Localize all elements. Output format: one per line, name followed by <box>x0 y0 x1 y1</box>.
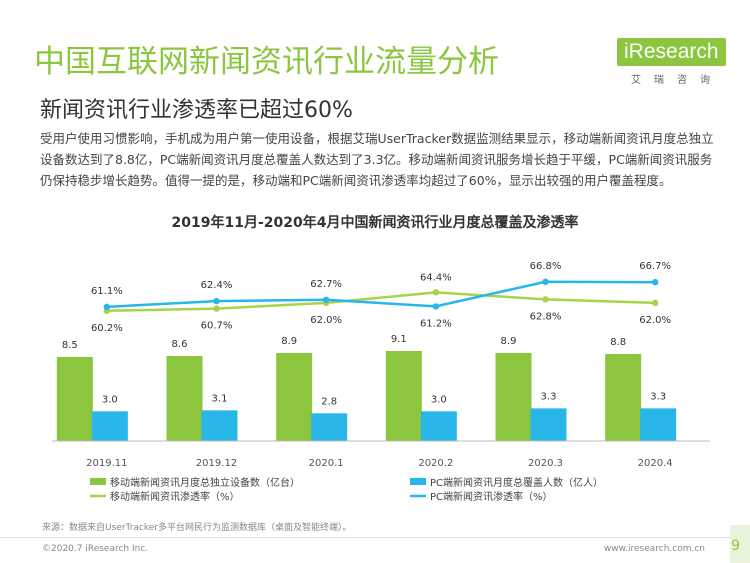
bar-label-mobile-1: 8.6 <box>172 339 188 350</box>
bar-mobile-1 <box>166 355 203 441</box>
bar-pc-0 <box>91 411 128 441</box>
line-pc-penetration <box>106 280 656 309</box>
point-pc-3 <box>432 303 440 310</box>
logo-text: iResearch <box>617 38 726 66</box>
bar-label-pc-4: 3.3 <box>541 391 557 402</box>
bar-label-mobile-2: 8.9 <box>281 336 297 347</box>
point-label-pc-0: 61.1% <box>91 286 123 297</box>
bar-label-mobile-4: 8.9 <box>501 336 517 347</box>
copyright: ©2020.7 iResearch Inc. <box>42 544 149 554</box>
x-tick-label-5: 2020.4 <box>638 458 673 469</box>
bar-pc-4 <box>530 408 567 441</box>
point-label-pc-3: 61.2% <box>420 318 452 329</box>
point-mobile-3 <box>432 289 440 296</box>
bar-pc-2 <box>311 413 348 441</box>
point-label-mobile-1: 60.7% <box>201 321 233 332</box>
bar-label-mobile-5: 8.8 <box>610 337 626 348</box>
point-label-pc-2: 62.7% <box>310 279 342 290</box>
description-paragraph: 受用户使用习惯影响，手机成为用户第一使用设备，根据艾瑞UserTracker数据… <box>40 131 714 188</box>
point-label-pc-4: 66.8% <box>530 261 562 272</box>
page-number: 9 <box>731 538 740 554</box>
point-mobile-4 <box>542 296 549 303</box>
corner-decoration <box>730 525 750 563</box>
iresearch-logo: iResearch 艾瑞咨询 <box>617 38 726 88</box>
point-mobile-1 <box>213 305 220 312</box>
point-label-mobile-5: 62.0% <box>639 315 671 326</box>
bar-label-pc-2: 2.8 <box>321 396 337 407</box>
bar-mobile-0 <box>56 356 93 441</box>
legend-label-3: PC端新闻资讯渗透率（%） <box>430 490 553 503</box>
combo-chart: 8.5 8.6 8.9 9.1 8.9 8.8 3.0 3.1 2.8 3.0 3.3 3.3 2019… <box>52 261 710 503</box>
point-label-mobile-3: 64.4% <box>420 272 452 283</box>
source-note: 来源：数据来自UserTracker多平台网民行为监测数据库（桌面及智能终端）。 <box>42 523 352 533</box>
line-mobile-penetration <box>106 291 656 313</box>
point-pc-0 <box>103 303 111 311</box>
point-pc-1 <box>213 297 220 305</box>
legend-label-1: PC端新闻资讯月度总覆盖人数（亿人） <box>430 476 603 489</box>
bar-mobile-4 <box>495 352 532 441</box>
bar-label-mobile-0: 8.5 <box>62 340 78 351</box>
bar-label-mobile-3: 9.1 <box>391 334 407 345</box>
legend-label-0: 移动端新闻资讯月度总独立设备数（亿台） <box>110 476 300 489</box>
page-title: 中国互联网新闻资讯行业流量分析 <box>34 44 499 80</box>
bar-label-pc-3: 3.0 <box>431 394 447 405</box>
bar-pc-5 <box>640 408 677 441</box>
point-label-mobile-4: 62.8% <box>530 311 562 322</box>
point-label-pc-5: 66.7% <box>639 261 671 272</box>
bar-mobile-2 <box>276 352 313 441</box>
x-tick-label-4: 2020.3 <box>528 458 563 469</box>
point-pc-2 <box>322 296 330 303</box>
bar-label-pc-5: 3.3 <box>650 391 666 402</box>
chart-title: 2019年11月-2020年4月中国新闻资讯行业月度总覆盖及渗透率 <box>171 215 579 231</box>
point-label-mobile-2: 62.0% <box>310 315 342 326</box>
legend-swatch-0 <box>90 478 106 485</box>
point-pc-4 <box>542 278 549 285</box>
point-mobile-5 <box>651 299 659 307</box>
x-tick-label-2: 2020.1 <box>309 458 344 469</box>
bar-label-pc-1: 3.1 <box>212 393 228 404</box>
logo-subtext: 艾瑞咨询 <box>631 75 723 86</box>
bar-mobile-3 <box>385 351 422 441</box>
bar-label-pc-0: 3.0 <box>102 394 118 405</box>
page-subtitle: 新闻资讯行业渗透率已超过60% <box>40 98 353 123</box>
bar-pc-1 <box>201 410 238 441</box>
point-label-pc-1: 62.4% <box>201 280 233 291</box>
x-tick-label-3: 2020.2 <box>418 458 453 469</box>
footer-divider <box>0 537 750 538</box>
website-link[interactable]: www.iresearch.com.cn <box>603 544 705 554</box>
point-pc-5 <box>651 279 659 286</box>
bar-mobile-5 <box>605 353 642 441</box>
legend-label-2: 移动端新闻资讯渗透率（%） <box>110 490 240 503</box>
legend-swatch-1 <box>410 478 426 485</box>
x-tick-label-1: 2019.12 <box>196 458 237 469</box>
x-tick-label-0: 2019.11 <box>86 458 127 469</box>
point-label-mobile-0: 60.2% <box>91 323 123 334</box>
bar-pc-3 <box>420 411 457 441</box>
